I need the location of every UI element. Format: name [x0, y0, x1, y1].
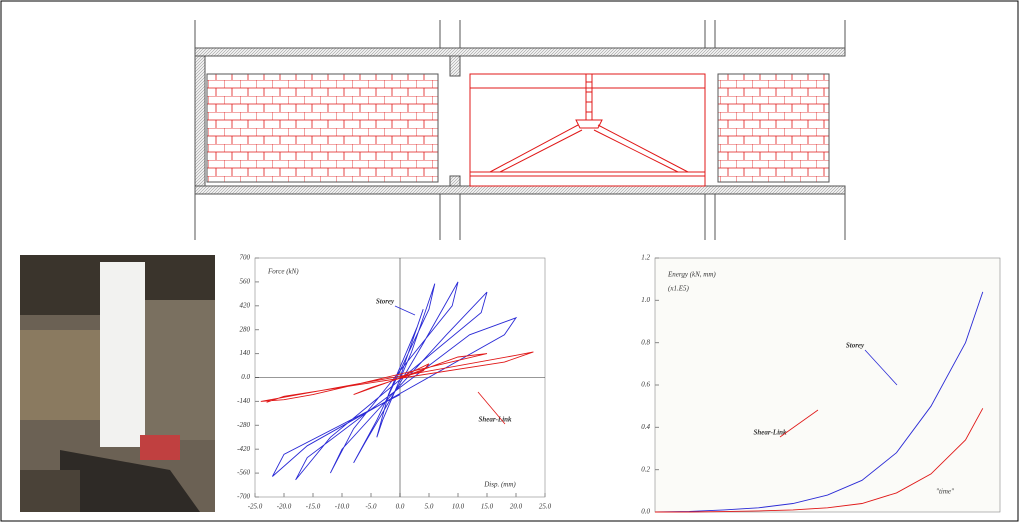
series-annotation: Storey — [846, 342, 865, 350]
x-tick-label: -25.0 — [248, 503, 263, 511]
y-tick-label: -700 — [237, 493, 250, 501]
annotation-arrow — [394, 305, 416, 316]
series-line — [655, 408, 984, 513]
x-tick-label: -10.0 — [335, 503, 350, 511]
annotation-arrow — [477, 391, 506, 425]
y-tick-label: 420 — [240, 301, 251, 309]
y-axis-label: Energy (kN, mm) — [667, 271, 716, 279]
y-tick-label: -280 — [237, 421, 250, 429]
y-tick-label: 0.6 — [641, 381, 650, 389]
y-tick-label: 1.0 — [641, 296, 650, 304]
y-tick-label: 0.8 — [641, 338, 650, 346]
x-axis-label: "time" — [936, 488, 954, 496]
series-line — [272, 281, 518, 481]
x-axis-label: Disp. (mm) — [483, 481, 516, 489]
y-tick-label: -560 — [237, 469, 250, 477]
x-tick-label: 0.0 — [396, 503, 405, 511]
y-tick-label: 280 — [240, 325, 251, 333]
x-tick-label: -20.0 — [277, 503, 292, 511]
series-annotation: Shear-Link — [478, 416, 512, 424]
y-tick-label: 0.0 — [241, 373, 250, 381]
x-tick-label: -5.0 — [365, 503, 377, 511]
y-tick-label: 140 — [240, 349, 251, 357]
annotation-arrow — [779, 409, 819, 438]
y-axis-label: Force (kN) — [267, 268, 299, 276]
y-tick-label: 0.4 — [641, 423, 650, 431]
series-line — [260, 351, 534, 403]
series-line — [654, 291, 984, 513]
plot-area — [654, 257, 1001, 513]
y-tick-label: 0.0 — [641, 508, 650, 516]
x-tick-label: 10.0 — [452, 503, 465, 511]
y-tick-label: 700 — [240, 254, 251, 262]
y-axis-label: (x1.E5) — [668, 285, 689, 293]
y-tick-label: -420 — [237, 445, 250, 453]
annotation-arrow — [864, 349, 898, 386]
x-tick-label: -15.0 — [306, 503, 321, 511]
x-tick-label: 15.0 — [481, 503, 494, 511]
series-annotation: Shear-Link — [753, 429, 787, 437]
charts: -700 -560 -420 -280 -140 0.0 140 280 420 560 700 -2… — [237, 254, 1001, 516]
structure-drawing — [194, 20, 846, 240]
y-tick-label: 0.2 — [641, 465, 650, 473]
specimen-photo — [20, 255, 215, 512]
x-tick-label: 25.0 — [539, 503, 552, 511]
y-tick-label: -140 — [237, 397, 250, 405]
y-tick-label: 560 — [240, 278, 251, 286]
y-tick-label: 1.2 — [641, 254, 650, 262]
x-tick-label: 5.0 — [425, 503, 434, 511]
x-tick-label: 20.0 — [510, 503, 523, 511]
series-annotation: Storey — [376, 298, 395, 306]
